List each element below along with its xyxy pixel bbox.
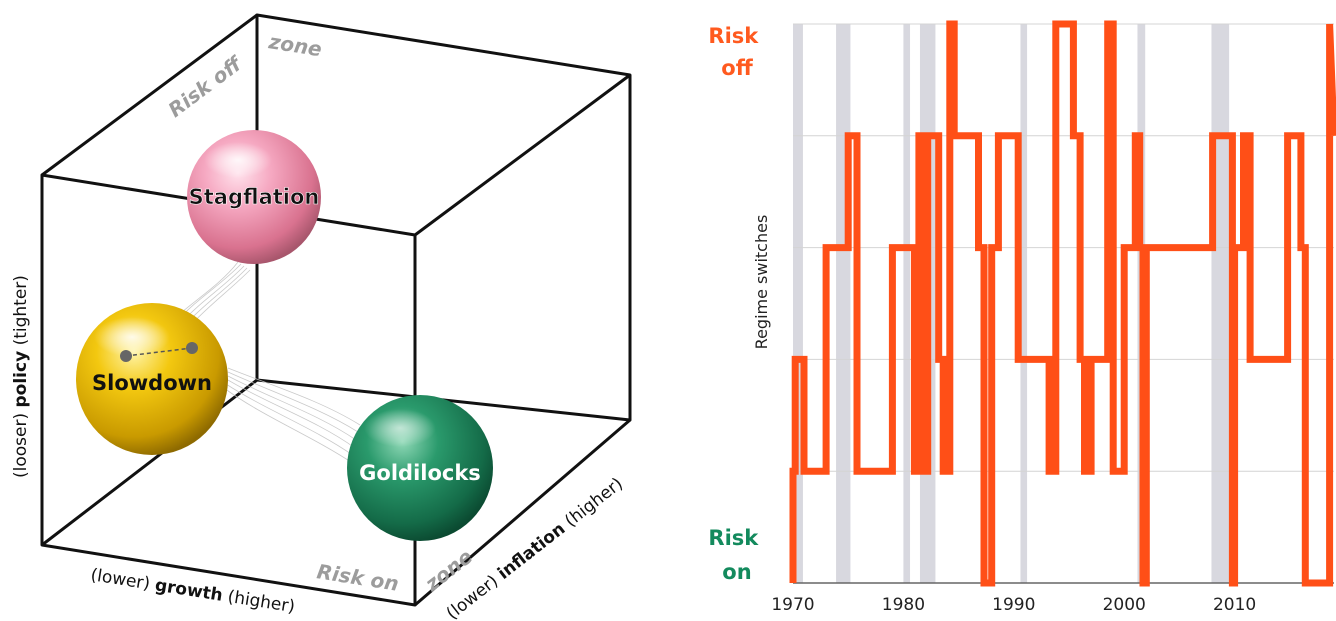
recession-band-4 [1020, 24, 1028, 583]
cube-edge-bottom-right [414, 418, 631, 607]
x-tick-1970: 1970 [771, 595, 814, 615]
recession-band-6 [1211, 24, 1230, 583]
slowdown-highlight [94, 317, 170, 357]
recession-band-2 [903, 24, 911, 583]
regime-cube: zone Risk off Risk on zone (looser) poli… [11, 13, 632, 621]
x-tick-2000: 2000 [1103, 595, 1146, 615]
regime-switch-chart: 1970 1980 1990 2000 2010 Risk off Risk on Re… [708, 20, 1336, 615]
y-axis-title: Regime switches [752, 215, 771, 350]
recession-band-1 [836, 24, 851, 583]
goldilocks-sphere: Goldilocks [347, 395, 493, 541]
slowdown-sphere: Slowdown [76, 303, 228, 455]
slowdown-dot-left [120, 350, 132, 362]
policy-axis-high: (tighter) [11, 275, 31, 351]
stagflation-sphere: Stagflation [187, 130, 321, 264]
x-tick-labels: 1970 1980 1990 2000 2010 [771, 595, 1256, 615]
growth-axis-high: (higher) [221, 586, 296, 617]
risk-on-word-1: Risk [708, 526, 759, 550]
risk-off-word-1: Risk [708, 24, 759, 48]
slowdown-dot-right [186, 342, 198, 354]
risk-off-label: Risk off [164, 50, 248, 122]
risk-off-word-2: off [721, 56, 753, 80]
recession-band-0 [793, 24, 803, 583]
x-tick-1990: 1990 [992, 595, 1035, 615]
risk-on-axis-label: Risk on [708, 526, 765, 584]
goldilocks-label: Goldilocks [359, 461, 481, 485]
growth-axis-name: growth [154, 575, 224, 605]
slowdown-label: Slowdown [92, 371, 212, 395]
goldilocks-highlight [364, 409, 436, 447]
x-tick-1980: 1980 [882, 595, 925, 615]
policy-axis-name: policy [11, 351, 31, 408]
growth-axis-low: (lower) [89, 565, 156, 595]
risk-off-axis-label: Risk off [708, 24, 765, 80]
cube-edge-top-right [414, 73, 631, 237]
x-tick-2010: 2010 [1213, 595, 1256, 615]
zone-top-label: zone [266, 29, 323, 61]
policy-axis-low: (looser) [11, 408, 31, 479]
series-line-regime [789, 20, 1336, 587]
growth-axis-label: (lower) growth (higher) [89, 565, 296, 617]
policy-axis-label: (looser) policy (tighter) [11, 275, 31, 478]
risk-on-word-2: on [722, 560, 751, 584]
inflation-axis-high: (higher) [557, 474, 627, 535]
stagflation-highlight [204, 142, 272, 178]
cube-edge-top-left [41, 13, 258, 177]
stagflation-label: Stagflation [189, 185, 320, 209]
